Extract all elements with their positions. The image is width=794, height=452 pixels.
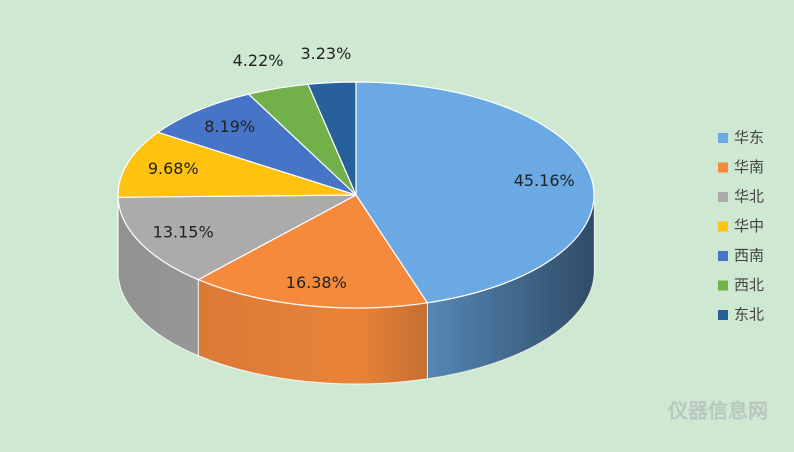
legend-swatch bbox=[718, 192, 728, 202]
value-label: 45.16% bbox=[514, 171, 575, 190]
value-label: 9.68% bbox=[148, 159, 199, 178]
legend-label: 华东 bbox=[734, 129, 764, 147]
slice bbox=[307, 81, 357, 196]
legend-swatch bbox=[718, 280, 728, 291]
legend-label: 华中 bbox=[734, 217, 764, 235]
slice bbox=[196, 194, 429, 309]
legend-swatch bbox=[718, 251, 728, 261]
legend-swatch bbox=[718, 162, 728, 173]
legend-swatch bbox=[718, 221, 728, 232]
slice-side-shade bbox=[118, 197, 199, 356]
value-label: 4.22% bbox=[233, 51, 284, 70]
legend-label: 华北 bbox=[734, 188, 764, 206]
slice bbox=[156, 93, 357, 196]
value-label: 16.38% bbox=[286, 273, 347, 292]
slice-side-shade bbox=[198, 279, 428, 384]
slice bbox=[355, 81, 595, 304]
value-label: 3.23% bbox=[300, 44, 351, 63]
value-label: 8.19% bbox=[204, 117, 255, 136]
legend-label: 西北 bbox=[734, 276, 764, 294]
legend-label: 西南 bbox=[734, 247, 764, 265]
legend-swatch bbox=[718, 310, 728, 320]
slice bbox=[117, 194, 357, 281]
legend-label: 华南 bbox=[734, 158, 764, 176]
legend-swatch bbox=[718, 133, 728, 143]
watermark: 仪器信息网 bbox=[667, 399, 768, 423]
legend-label: 东北 bbox=[734, 306, 764, 324]
value-label: 13.15% bbox=[153, 222, 214, 241]
slice-side-shade bbox=[427, 195, 594, 379]
slice bbox=[117, 131, 357, 198]
